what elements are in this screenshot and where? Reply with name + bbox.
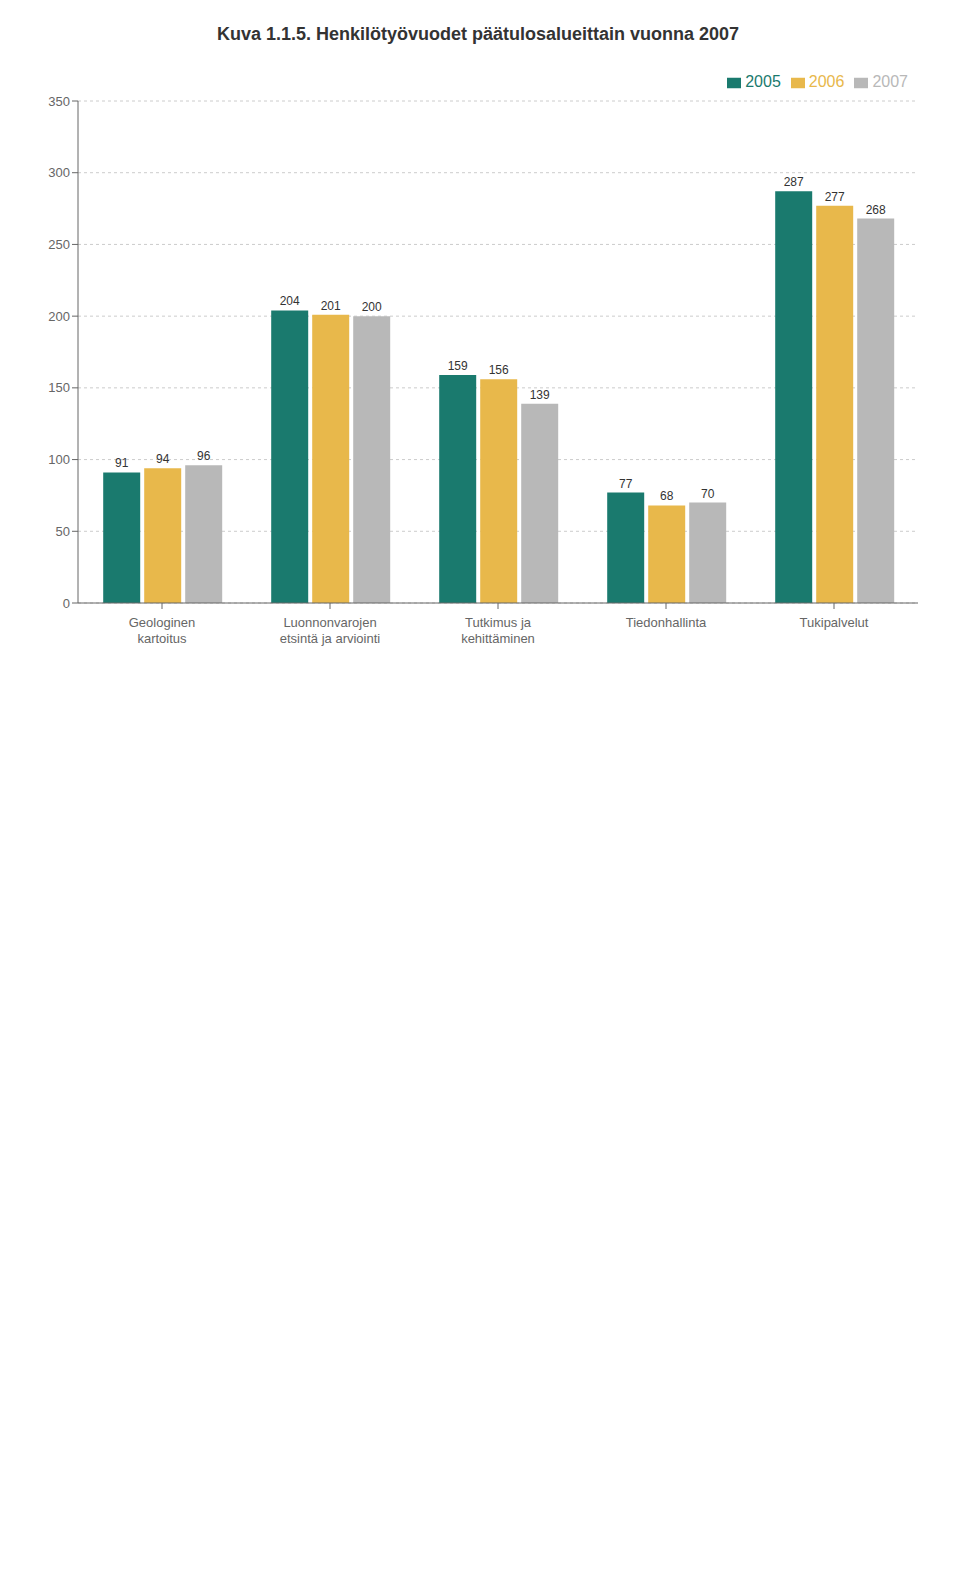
html-text:Kuva 1.1.5. Henkilötyövuodet p: Kuva 1.1.5. Henkilötyövuodet päätulosalu…	[216, 24, 740, 44]
svg-text:50: 50	[56, 524, 70, 539]
svg-text:156: 156	[489, 363, 509, 377]
svg-text:300: 300	[48, 165, 70, 180]
svg-text:287: 287	[784, 175, 804, 189]
svg-text:91: 91	[115, 456, 129, 470]
svg-text:250: 250	[48, 237, 70, 252]
html-text:2007: 2007	[872, 73, 908, 90]
html-text:2006: 2006	[808, 73, 845, 90]
svg-text:77: 77	[619, 477, 633, 491]
svg-text:200: 200	[48, 309, 70, 324]
svg-text:Tutkimus jakehittäminen: Tutkimus jakehittäminen	[461, 615, 535, 646]
svg-text:Luonnonvarojenetsintä ja arvio: Luonnonvarojenetsintä ja arviointi	[280, 615, 381, 646]
svg-text:139: 139	[530, 388, 550, 402]
svg-text:150: 150	[48, 380, 70, 395]
svg-text:Tiedonhallinta: Tiedonhallinta	[626, 615, 707, 630]
svg-text:350: 350	[48, 94, 70, 109]
svg-text:200: 200	[362, 300, 382, 314]
svg-text:0: 0	[63, 596, 70, 611]
svg-text:70: 70	[701, 487, 715, 501]
svg-text:201: 201	[321, 299, 341, 313]
svg-text:Tukipalvelut: Tukipalvelut	[800, 615, 869, 630]
svg-text:Geologinenkartoitus: Geologinenkartoitus	[129, 615, 196, 646]
svg-text:277: 277	[825, 190, 845, 204]
svg-text:68: 68	[660, 489, 674, 503]
svg-text:204: 204	[280, 294, 300, 308]
svg-text:268: 268	[866, 203, 886, 217]
html-text:2005: 2005	[745, 73, 781, 90]
svg-text:159: 159	[448, 359, 468, 373]
svg-text:100: 100	[48, 452, 70, 467]
svg-text:96: 96	[197, 449, 211, 463]
svg-text:94: 94	[156, 452, 170, 466]
